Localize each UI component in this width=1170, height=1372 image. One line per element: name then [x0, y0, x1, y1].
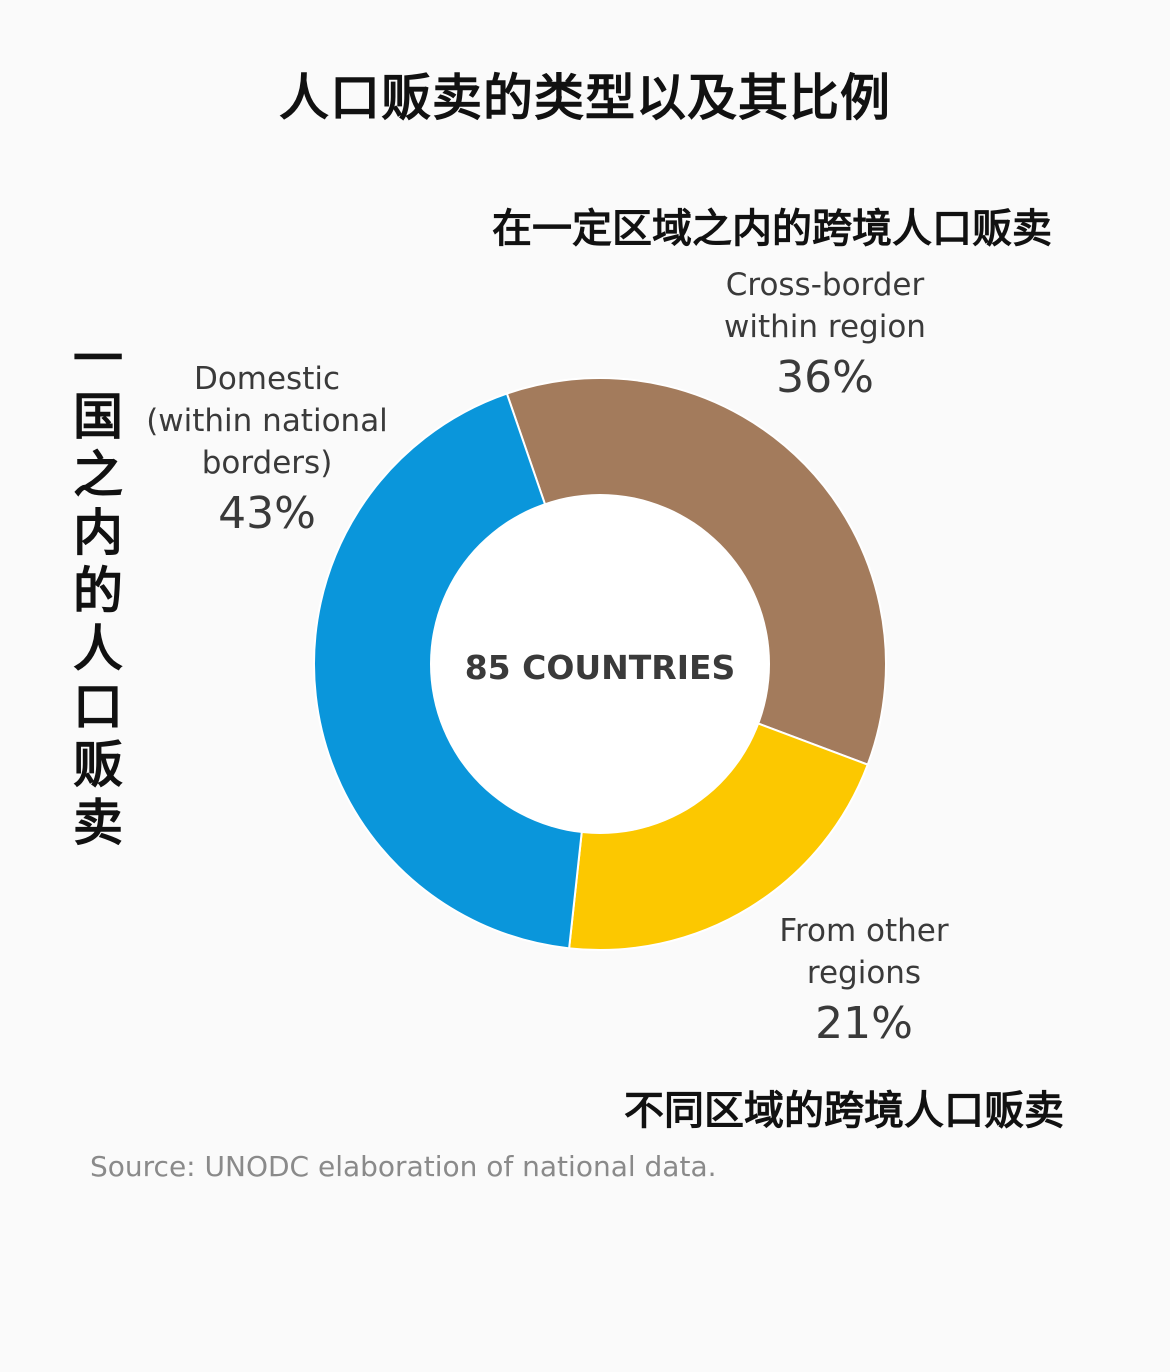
annotation-domestic: 一国之内的人口贩卖 — [73, 330, 123, 852]
slice-value-cross-border: 36% — [776, 352, 874, 403]
slice-name-domestic: Domestic (within national borders) — [146, 361, 388, 481]
slice-name-other-regions: From other regions — [779, 913, 949, 991]
donut-hole — [430, 494, 770, 834]
slice-name-cross-border: Cross-border within region — [724, 267, 926, 345]
annotation-other-regions: 不同区域的跨境人口贩卖 — [624, 1088, 1064, 1134]
slice-label-domestic: Domestic (within national borders) 43% — [136, 358, 398, 542]
annotation-cross-border: 在一定区域之内的跨境人口贩卖 — [492, 206, 1052, 252]
center-label: 85 COUNTRIES — [465, 648, 736, 687]
slice-label-other-regions: From other regions 21% — [760, 910, 968, 1052]
slice-label-cross-border: Cross-border within region 36% — [700, 264, 950, 406]
slice-value-domestic: 43% — [218, 488, 316, 539]
slice-value-other-regions: 21% — [815, 998, 913, 1049]
source-note: Source: UNODC elaboration of national da… — [90, 1150, 717, 1183]
chart-title: 人口贩卖的类型以及其比例 — [279, 69, 891, 127]
